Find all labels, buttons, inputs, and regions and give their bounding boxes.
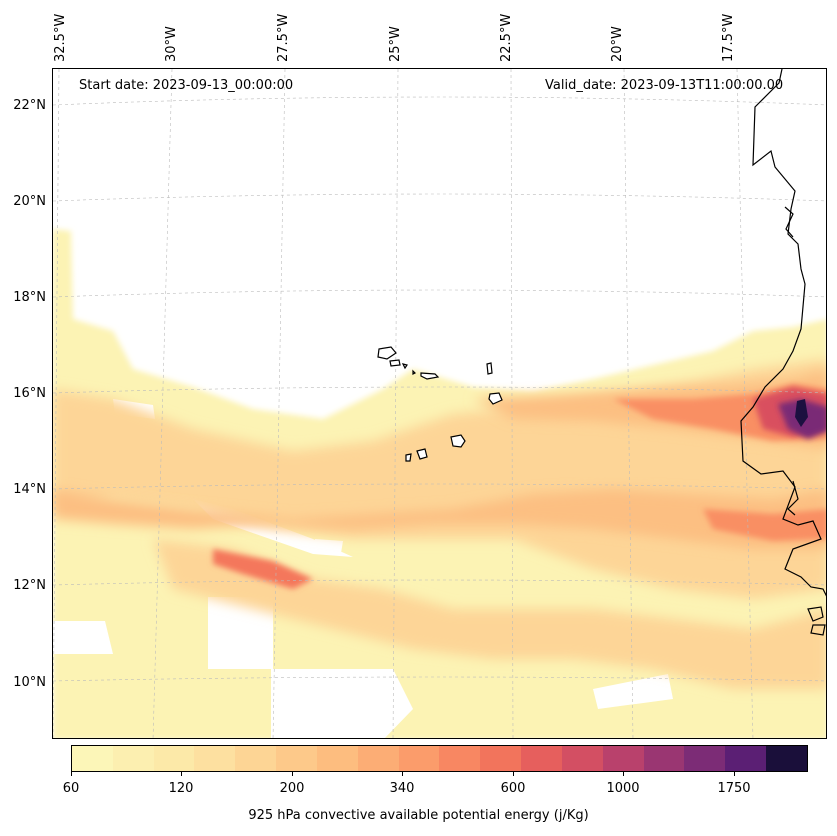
cape-shading [53, 229, 826, 738]
colorbar-segment [643, 746, 685, 771]
colorbar-segment [194, 746, 236, 771]
colorbar-tick [402, 772, 403, 776]
colorbar-segment [357, 746, 399, 771]
lat-label: 20°N [13, 194, 46, 209]
colorbar-title: 925 hPa convective available potential e… [248, 808, 589, 823]
west-africa-coast [740, 69, 826, 597]
colorbar-segment [561, 746, 603, 771]
colorbar-segment [480, 746, 522, 771]
colorbar-segment [276, 746, 317, 771]
colorbar-tick-label: 120 [168, 781, 194, 796]
colorbar-tick [292, 772, 293, 776]
colorbar-segment [439, 746, 481, 771]
colorbar-segment [398, 746, 440, 771]
lat-label: 16°N [13, 386, 46, 401]
lat-label: 22°N [13, 98, 46, 113]
start-date-label: Start date: 2023-09-13_00:00:00 [79, 78, 294, 93]
colorbar-tick [734, 772, 735, 776]
lon-label: 27.5°W [276, 13, 291, 62]
lat-label: 12°N [13, 578, 46, 593]
colorbar-segment [153, 746, 195, 771]
lon-label: 25°W [388, 26, 403, 62]
lon-label: 32.5°W [53, 13, 68, 62]
colorbar-segment [316, 746, 358, 771]
colorbar-segment [725, 746, 767, 771]
coastlines [740, 69, 826, 636]
colorbar [71, 745, 808, 772]
map-panel [52, 68, 827, 739]
lat-label: 14°N [13, 482, 46, 497]
colorbar-tick-label: 1000 [606, 781, 640, 796]
colorbar-tick-label: 340 [389, 781, 415, 796]
colorbar-segment [684, 746, 726, 771]
lon-label: 17.5°W [721, 13, 736, 62]
cape-verde-islands [377, 346, 503, 462]
colorbar-segment [72, 746, 113, 771]
colorbar-tick [71, 772, 72, 776]
cape-field-map [53, 69, 826, 738]
graticule [53, 69, 826, 738]
lon-label: 22.5°W [499, 13, 514, 62]
lat-label: 10°N [13, 675, 46, 690]
lon-label: 20°W [610, 26, 625, 62]
colorbar-segment [521, 746, 562, 771]
colorbar-tick-label: 60 [62, 781, 80, 796]
colorbar-segment [235, 746, 277, 771]
lat-label: 18°N [13, 290, 46, 305]
colorbar-tick [513, 772, 514, 776]
colorbar-segment [602, 746, 644, 771]
colorbar-segment [112, 746, 154, 771]
colorbar-tick [181, 772, 182, 776]
lon-label: 30°W [164, 26, 179, 62]
colorbar-tick [623, 772, 624, 776]
colorbar-segment [766, 746, 807, 771]
colorbar-tick-label: 1750 [717, 781, 751, 796]
colorbar-tick-label: 200 [279, 781, 305, 796]
senegal-river-coast [787, 480, 799, 516]
valid-date-label: Valid_date: 2023-09-13T11:00:00.00 [545, 78, 784, 93]
colorbar-tick-label: 600 [500, 781, 526, 796]
